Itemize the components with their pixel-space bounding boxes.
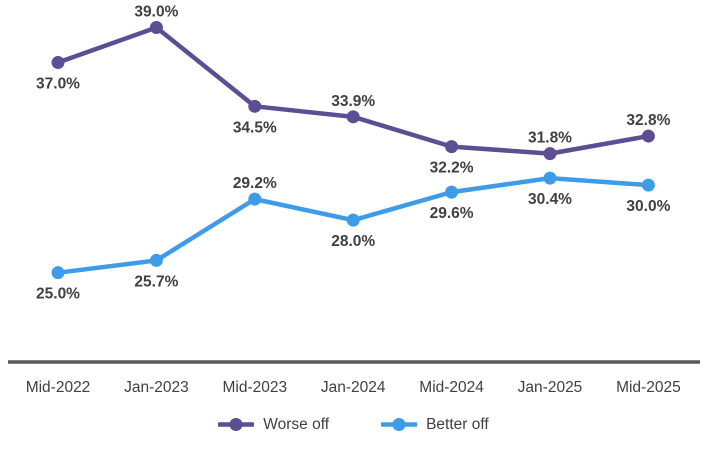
legend-label-worse-off: Worse off [263,416,330,433]
legend-item-better-off: Better off [381,417,489,433]
better-off-point [346,213,360,227]
worse-off-data-label: 34.5% [233,119,277,136]
better-off-point [445,185,459,199]
better-off-point [149,253,163,267]
x-axis-tick-label: Jan-2024 [321,379,386,396]
worse-off-point [346,110,360,124]
worse-off-data-label: 32.8% [626,112,670,129]
better-off-point [641,178,655,192]
x-axis-tick-label: Jan-2023 [124,379,189,396]
worse-off-point [248,99,262,113]
worse-off-legend-marker [218,418,255,432]
worse-off-data-label: 32.2% [430,160,474,177]
better-off-data-label: 30.4% [528,191,572,208]
worse-off-point [51,56,65,70]
worse-off-data-label: 31.8% [528,130,572,147]
x-axis-tick-label: Jan-2025 [518,379,583,396]
legend-label-better-off: Better off [426,416,489,433]
worse-off-point [149,21,163,35]
chart-legend: Worse off Better off [0,417,707,433]
worse-off-data-label: 33.9% [331,93,375,110]
worse-off-point [445,140,459,154]
x-axis-tick-label: Mid-2023 [222,379,287,396]
worse-off-point [641,129,655,143]
better-off-point [51,266,65,280]
worse-off-data-label: 39.0% [134,4,178,21]
x-axis-tick-label: Mid-2022 [26,379,91,396]
x-axis-tick-label: Mid-2024 [419,379,484,396]
better-off-data-label: 25.7% [134,273,178,290]
better-off-data-label: 29.2% [233,175,277,192]
better-off-legend-marker [381,418,418,432]
better-off-data-label: 30.0% [626,198,670,215]
plot-area: Mid-2022 Jan-2023 Mid-2023 Jan-2024 Mid-2024… [8,4,700,396]
better-off-point [543,171,557,185]
better-off-data-label: 29.6% [430,205,474,222]
legend-item-worse-off: Worse off [218,417,329,433]
worse-off-point [543,147,557,161]
better-off-data-label: 28.0% [331,233,375,250]
worse-off-data-label: 37.0% [36,76,80,93]
x-axis-tick-label: Mid-2025 [616,379,681,396]
better-off-point [248,192,262,206]
better-off-data-label: 25.0% [36,286,80,303]
